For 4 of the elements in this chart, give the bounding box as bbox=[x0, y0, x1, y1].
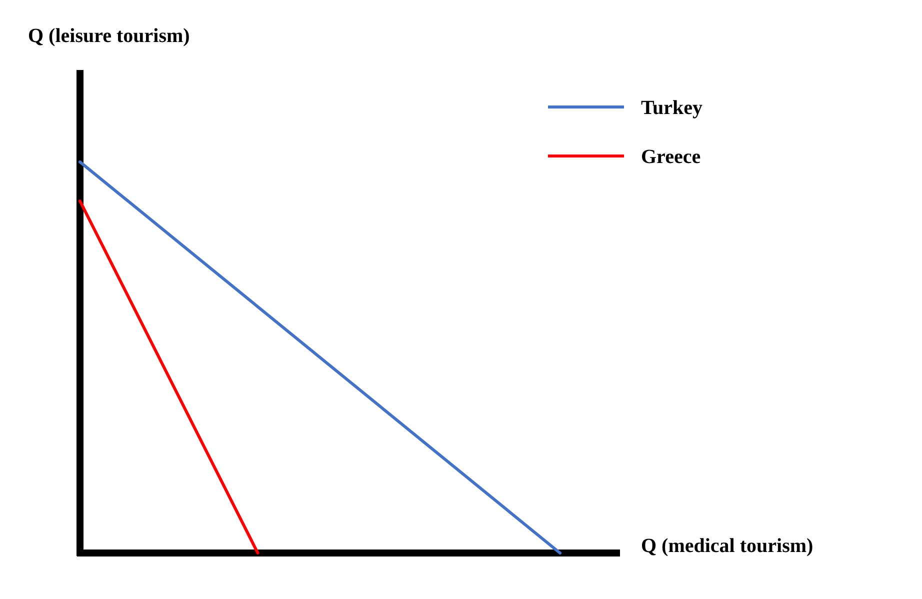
text: Q (leisure tourism) bbox=[28, 25, 190, 47]
x-axis-title: Q (medical tourism) bbox=[641, 535, 814, 557]
legend-label: Greece bbox=[641, 146, 701, 168]
legend-label: Turkey bbox=[641, 97, 703, 119]
